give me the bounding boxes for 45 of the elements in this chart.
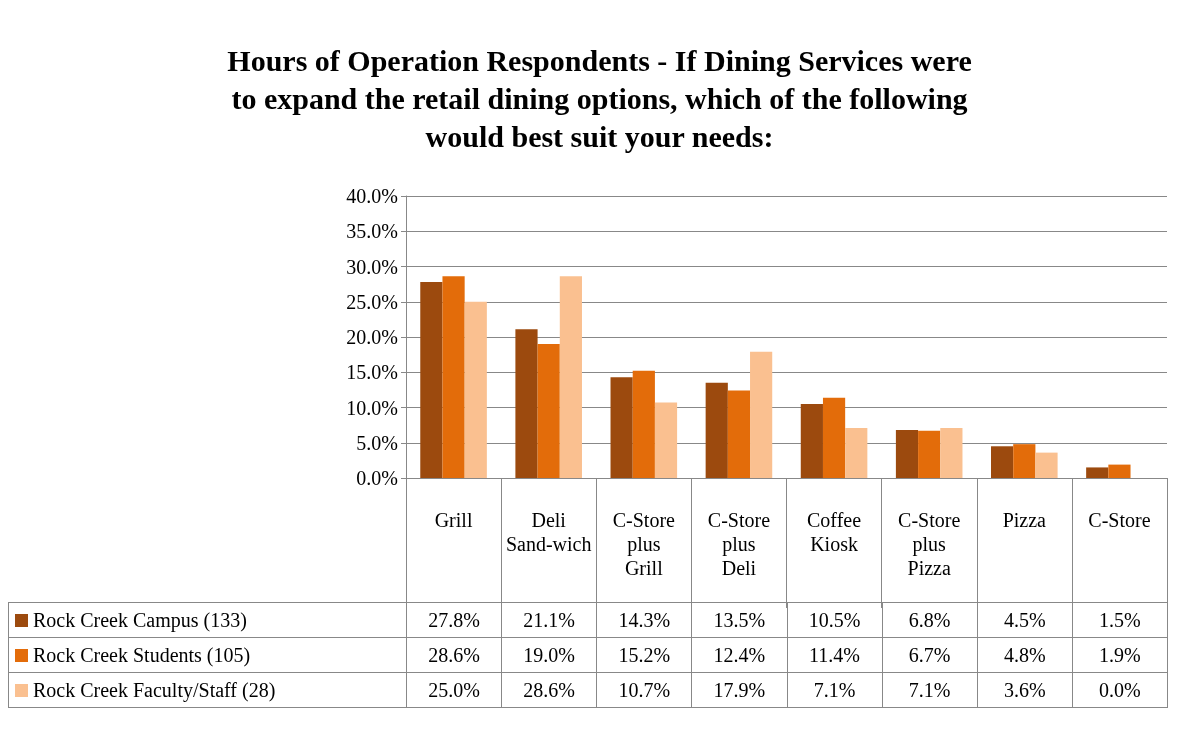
data-label: 28.6% [501, 672, 597, 708]
y-tick-label: 5.0% [356, 431, 398, 454]
data-label: 13.5% [691, 602, 787, 638]
y-tick-label: 15.0% [346, 361, 398, 384]
y-tick-label: 10.0% [346, 396, 398, 419]
data-label: 19.0% [501, 637, 597, 673]
data-label: 17.9% [691, 672, 787, 708]
x-tick-label: C-Store plus Deli [707, 509, 771, 579]
data-label: 28.6% [406, 637, 502, 673]
data-label: 4.5% [977, 602, 1073, 638]
data-label: 21.1% [501, 602, 597, 638]
data-label: 12.4% [691, 637, 787, 673]
data-label: 1.9% [1072, 637, 1168, 673]
y-tick-label: 20.0% [346, 326, 398, 348]
x-tick-label: C-Store [1088, 509, 1151, 531]
y-tick-label: 25.0% [346, 290, 398, 313]
data-label: 27.8% [406, 602, 502, 638]
data-label: 4.8% [977, 637, 1073, 673]
x-tick-label: Deli Sand-wich [505, 509, 592, 555]
data-label: 15.2% [596, 637, 692, 673]
data-label: 1.5% [1072, 602, 1168, 638]
data-label: 7.1% [787, 672, 883, 708]
data-label: 10.7% [596, 672, 692, 708]
x-tick-label: Pizza [1002, 509, 1047, 531]
y-tick-label: 30.0% [346, 255, 398, 278]
y-tick-label: 35.0% [346, 220, 398, 243]
y-tick-label: 40.0% [346, 185, 398, 207]
legend-label: Rock Creek Campus (133) [8, 602, 407, 638]
data-label: 10.5% [787, 602, 883, 638]
data-label: 7.1% [882, 672, 978, 708]
x-tick-label: C-Store plus Pizza [898, 509, 961, 579]
x-tick-label: Coffee Kiosk [807, 509, 862, 555]
data-label: 6.7% [882, 637, 978, 673]
x-tick-label: C-Store plus Grill [612, 509, 676, 579]
data-label: 0.0% [1072, 672, 1168, 708]
data-label: 14.3% [596, 602, 692, 638]
legend-label: Rock Creek Students (105) [8, 637, 407, 673]
y-tick-label: 0.0% [356, 467, 398, 489]
legend-label: Rock Creek Faculty/Staff (28) [8, 672, 407, 708]
data-label: 6.8% [882, 602, 978, 638]
data-label: 3.6% [977, 672, 1073, 708]
x-tick-label: Grill [434, 509, 473, 531]
data-label: 11.4% [787, 637, 883, 673]
data-label: 25.0% [406, 672, 502, 708]
chart-title: Hours of Operation Respondents - If Dining Services were to expand the retail dining options, which of the following would best suit your needs: [227, 43, 972, 153]
